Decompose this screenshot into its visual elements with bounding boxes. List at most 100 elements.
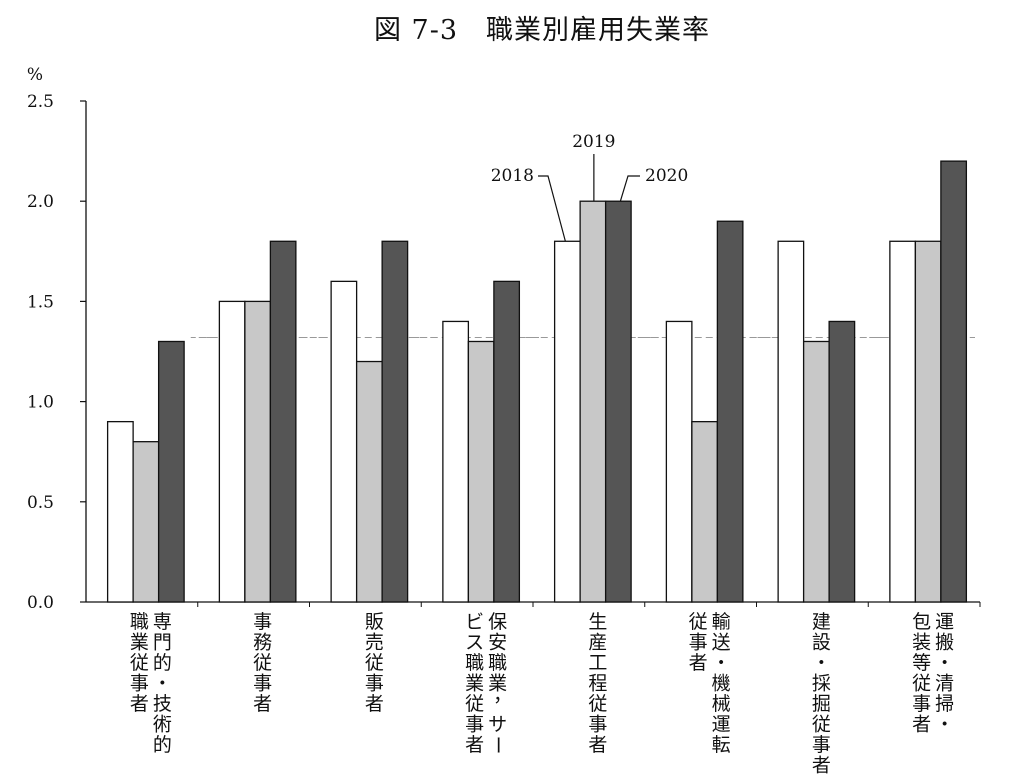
bar-2020-6 [716, 220, 744, 603]
y-tick-label: 0.5 [27, 493, 54, 513]
category-label-char: 者 [588, 734, 607, 756]
category-label-char: 従 [130, 652, 149, 674]
legend-label-2018: 2018 [491, 166, 534, 186]
category-label-char: 者 [465, 734, 484, 756]
category-label-char: 者 [912, 714, 931, 736]
category-label-char: 者 [130, 693, 149, 715]
category-label-char: 事 [689, 632, 708, 654]
bar-2020-7 [828, 320, 856, 603]
bar-2019-7 [802, 340, 830, 603]
bar-2018-2 [218, 300, 246, 603]
category-label-char: 従 [465, 693, 484, 715]
category-label-char: 者 [253, 693, 272, 715]
category-label-char: 従 [365, 652, 384, 674]
category-label-char: 的 [153, 734, 172, 756]
bar-2020-5 [604, 200, 632, 603]
category-label-char: 従 [812, 714, 831, 736]
category-label-char: 事 [588, 714, 607, 736]
category-label-char: 運 [935, 611, 954, 633]
category-label-char: ・ [935, 652, 954, 674]
category-label-char: 掘 [812, 693, 831, 715]
category-label-char: ス [465, 632, 484, 654]
category-label-char: 務 [253, 632, 272, 654]
category-label-char: 掃 [935, 693, 954, 715]
category-label-char: 装 [912, 632, 931, 654]
category-label-char: 術 [153, 714, 172, 736]
category-label-char: 職 [130, 611, 149, 633]
category-label-char: 清 [935, 673, 954, 695]
category-label-char: 従 [253, 652, 272, 674]
category-label-char: 従 [912, 673, 931, 695]
category-label-char: 機 [712, 673, 731, 695]
y-tick-label: 2.0 [27, 192, 54, 212]
category-label-char: 売 [365, 632, 384, 654]
legend-label-2020: 2020 [645, 166, 688, 186]
category-label-char: 業 [488, 673, 507, 695]
category-label-char: 搬 [935, 632, 954, 654]
category-label-char: 事 [130, 673, 149, 695]
category-label-char: 従 [588, 693, 607, 715]
chart-title: 図 7-3 職業別雇用失業率 [373, 15, 711, 46]
category-label-char: 包 [912, 611, 931, 633]
category-label-char: 技 [153, 693, 172, 715]
bar-2018-1 [106, 420, 134, 603]
category-label-char: ， [493, 684, 512, 706]
bar-2020-4 [493, 280, 521, 603]
category-label-char: 設 [812, 632, 831, 654]
category-label-char: 者 [689, 652, 708, 674]
category-label-char: ・ [153, 673, 172, 695]
legend-leader-2020 [619, 175, 640, 202]
category-label-char: 職 [465, 652, 484, 674]
category-label-char: サ [488, 714, 507, 736]
category-label-char: 保 [488, 611, 507, 633]
category-label-char: 生 [588, 611, 607, 633]
category-label-char: 事 [465, 714, 484, 736]
category-label-char: 事 [253, 611, 272, 633]
y-tick-label: 2.5 [27, 92, 54, 112]
bar-2018-3 [330, 280, 358, 603]
category-label-char: ・ [712, 652, 731, 674]
legend-leader-2018 [538, 175, 566, 242]
category-label-char: 械 [712, 693, 731, 715]
category-label-char: 事 [912, 693, 931, 715]
bar-2018-5 [553, 240, 581, 603]
bar-2020-3 [381, 240, 409, 603]
category-label-char: 建 [812, 611, 831, 633]
category-label-char: 専 [153, 611, 172, 633]
bar-2019-5 [579, 200, 607, 603]
bar-2019-8 [914, 240, 942, 603]
bar-2018-4 [442, 320, 470, 603]
bar-2018-8 [889, 240, 917, 603]
legend-label-2019: 2019 [572, 132, 615, 152]
bar-2020-2 [269, 240, 297, 603]
category-label-char: 事 [812, 734, 831, 756]
legend-annotations: 2018 2019 2020 [491, 132, 688, 242]
y-axis-unit-label: % [27, 65, 43, 85]
category-label-char: 運 [712, 714, 731, 736]
category-label-char: ・ [812, 652, 831, 674]
category-label-char: 転 [712, 734, 731, 756]
category-label-char: 職 [488, 652, 507, 674]
bars [106, 160, 968, 603]
bar-2018-6 [665, 320, 693, 603]
category-label-char: 事 [253, 673, 272, 695]
category-label-char: 採 [812, 673, 831, 695]
category-label-char: 工 [588, 652, 607, 674]
bar-2020-8 [940, 160, 968, 603]
y-tick-label: 1.5 [27, 292, 54, 312]
category-label-char: 業 [130, 632, 149, 654]
category-label-char: 従 [689, 611, 708, 633]
category-label-char: 販 [365, 611, 384, 633]
bar-2019-3 [355, 360, 383, 603]
category-label-char: ・ [935, 714, 954, 736]
category-label-char: 者 [365, 693, 384, 715]
category-label-char: ビ [465, 611, 484, 633]
category-label-char: ー [487, 735, 509, 754]
category-label-char: 輸 [712, 611, 731, 633]
